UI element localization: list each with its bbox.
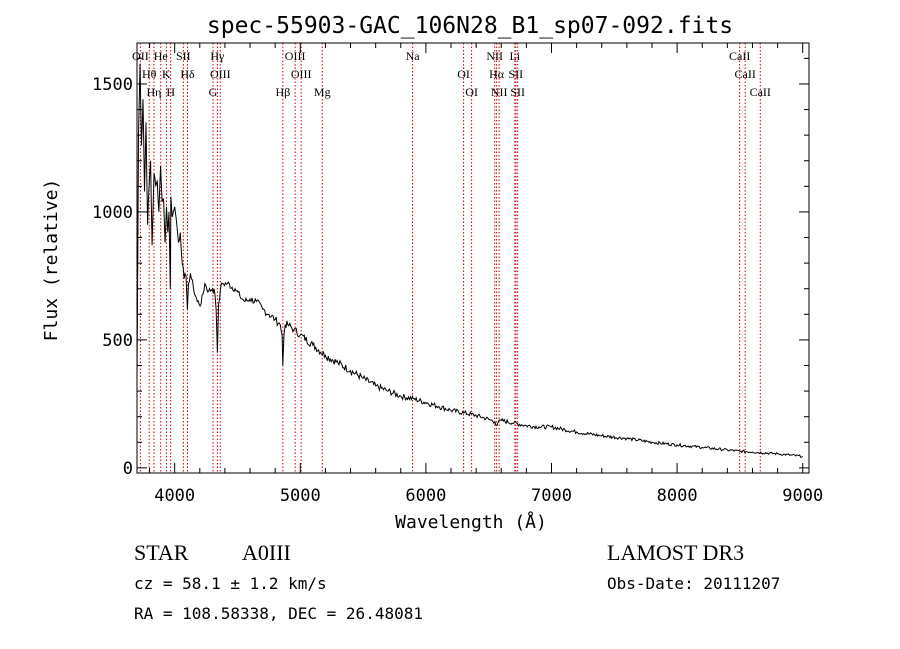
line-label-oiii: OIII <box>285 49 306 63</box>
line-label-oi: OI <box>457 67 470 81</box>
survey-label: LAMOST DR3 <box>607 540 745 565</box>
y-tick-label: 1000 <box>92 203 133 223</box>
line-label-hα: Hα <box>489 67 505 81</box>
redshift-text: cz = 58.1 ± 1.2 km/s <box>134 574 327 593</box>
spectrum-line <box>136 63 804 458</box>
chart-title: spec-55903-GAC_106N28_B1_sp07-092.fits <box>207 13 733 39</box>
line-label-mg: Mg <box>314 85 331 99</box>
line-label-hβ: Hβ <box>275 85 290 99</box>
line-label-na: Na <box>406 49 421 63</box>
y-axis-label: Flux (relative) <box>41 179 62 342</box>
obs-date-text: Obs-Date: 20111207 <box>607 574 781 593</box>
line-label-g: G <box>209 85 218 99</box>
line-label-oiii: OIII <box>210 67 231 81</box>
x-axis-label: Wavelength (Å) <box>395 511 547 533</box>
x-tick-label: 8000 <box>657 486 698 506</box>
line-label-hδ: Hδ <box>180 67 195 81</box>
line-label-caii: CaII <box>750 85 771 99</box>
line-label-hγ: Hγ <box>210 49 225 63</box>
subclass-label: A0III <box>242 540 291 565</box>
line-label-oii: OII <box>132 49 149 63</box>
y-tick-label: 0 <box>123 459 133 479</box>
class-label: STAR <box>134 540 189 565</box>
line-label-oi: OI <box>465 85 478 99</box>
line-label-k: K <box>162 67 171 81</box>
line-label-caii: CaII <box>735 67 756 81</box>
emission-line-markers <box>139 43 761 473</box>
y-tick-label: 500 <box>102 331 133 351</box>
x-tick-label: 6000 <box>405 486 446 506</box>
line-label-nii: NII <box>486 49 503 63</box>
y-tick-label: 1500 <box>92 75 133 95</box>
line-label-sii: SII <box>510 85 525 99</box>
line-label-oiii: OIII <box>291 67 312 81</box>
plot-frame <box>136 42 810 474</box>
line-label-he: He <box>154 49 168 63</box>
x-tick-label: 7000 <box>531 486 572 506</box>
line-label-h: H <box>166 85 175 99</box>
line-label-nii: NII <box>491 85 508 99</box>
line-label-li: Li <box>509 49 520 63</box>
x-tick-label: 4000 <box>154 486 195 506</box>
line-label-hη: Hη <box>146 85 161 99</box>
line-label-sii: SII <box>508 67 523 81</box>
x-tick-label: 9000 <box>782 486 823 506</box>
line-label-hθ: Hθ <box>142 67 157 81</box>
emission-line-labels: OIIHθHηHeKHSIIHδGHγOIIIHβOIIIOIIIMgNaOIO… <box>132 49 771 99</box>
coords-text: RA = 108.58338, DEC = 26.48081 <box>134 604 423 623</box>
line-label-caii: CaII <box>729 49 750 63</box>
line-label-sii: SII <box>176 49 191 63</box>
x-tick-label: 5000 <box>280 486 321 506</box>
axis-ticks: 4000 5000 6000 7000 8000 9000 0 500 1000 1500 <box>92 43 823 506</box>
